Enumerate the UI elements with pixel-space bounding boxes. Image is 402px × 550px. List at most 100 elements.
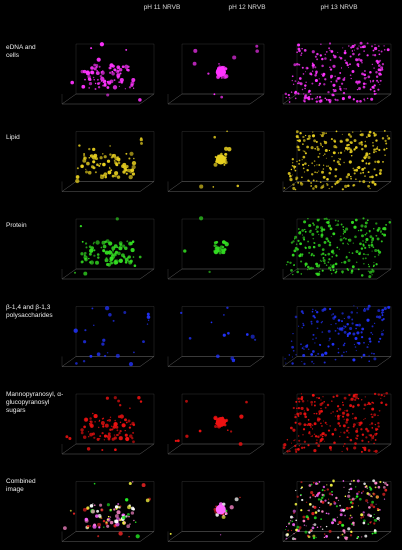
signal-dot xyxy=(330,264,332,266)
signal-dot xyxy=(283,187,286,189)
signal-dot xyxy=(294,444,297,448)
signal-dot xyxy=(82,359,86,363)
signal-dot xyxy=(316,320,319,323)
signal-dot xyxy=(345,255,348,258)
signal-dot xyxy=(80,252,84,256)
signal-dot xyxy=(362,353,366,357)
signal-dot xyxy=(288,522,290,525)
signal-dot xyxy=(146,312,150,316)
signal-dot xyxy=(326,488,329,491)
signal-dot xyxy=(370,352,373,355)
signal-dot xyxy=(352,358,356,362)
signal-dot xyxy=(226,429,229,432)
signal-dot xyxy=(94,421,96,423)
signal-dot xyxy=(169,532,172,535)
signal-dot xyxy=(303,410,305,412)
signal-dot xyxy=(342,344,345,347)
signal-dot xyxy=(96,352,101,357)
signal-dot xyxy=(93,414,98,419)
volume-outline xyxy=(181,43,265,95)
signal-dot xyxy=(364,221,368,225)
signal-dot xyxy=(218,63,220,65)
signal-dot xyxy=(120,81,123,84)
signal-dot xyxy=(128,174,133,180)
signal-dot xyxy=(362,257,365,260)
signal-dot xyxy=(125,498,129,502)
signal-dot xyxy=(373,134,376,137)
signal-dot xyxy=(373,84,376,87)
signal-dot xyxy=(336,327,339,329)
signal-dot xyxy=(338,85,341,88)
signal-dot xyxy=(299,181,302,184)
signal-dot xyxy=(106,518,109,521)
signal-dot xyxy=(302,155,306,159)
signal-dot xyxy=(109,71,112,74)
signal-dot xyxy=(345,88,347,90)
signal-dot xyxy=(372,479,376,483)
signal-dot xyxy=(382,486,386,489)
signal-dot xyxy=(300,397,304,401)
signal-dot xyxy=(293,516,295,518)
signal-dot xyxy=(365,427,368,431)
signal-dot xyxy=(106,434,112,439)
signal-dot xyxy=(368,402,371,406)
signal-dot xyxy=(304,134,307,137)
signal-dot xyxy=(363,85,365,87)
signal-dot xyxy=(354,218,358,222)
signal-dot xyxy=(132,481,134,483)
signal-dot xyxy=(366,429,370,433)
signal-dot xyxy=(325,264,328,266)
signal-dot xyxy=(353,172,356,175)
signal-dot xyxy=(351,516,353,519)
signal-dot xyxy=(367,263,370,266)
signal-dot xyxy=(363,519,366,523)
signal-dot xyxy=(84,329,87,332)
signal-dot xyxy=(374,486,377,489)
volume-outline xyxy=(167,356,265,367)
signal-dot xyxy=(115,507,118,510)
signal-dot xyxy=(126,512,130,516)
signal-dot xyxy=(307,423,310,425)
signal-dot xyxy=(367,155,371,160)
signal-dot xyxy=(330,50,334,53)
signal-dot xyxy=(319,142,322,145)
signal-dot xyxy=(355,58,358,62)
signal-dot xyxy=(245,333,249,336)
signal-dot xyxy=(320,229,324,233)
signal-dot xyxy=(302,150,304,152)
signal-dot xyxy=(295,93,297,95)
signal-dot xyxy=(138,98,142,102)
signal-dot xyxy=(92,147,96,152)
signal-dot xyxy=(349,482,352,486)
signal-dot xyxy=(97,256,100,259)
signal-dot xyxy=(293,165,297,169)
signal-dot xyxy=(320,235,322,237)
signal-dot xyxy=(306,137,309,141)
signal-dot xyxy=(75,178,80,184)
signal-dot xyxy=(199,184,204,189)
signal-dot xyxy=(380,50,383,53)
signal-dot xyxy=(96,437,100,441)
signal-dot xyxy=(113,68,117,72)
signal-dot xyxy=(327,429,331,432)
signal-dot xyxy=(301,88,304,91)
signal-dot xyxy=(305,501,308,503)
signal-dot xyxy=(344,49,347,52)
signal-dot xyxy=(112,85,118,90)
signal-dot xyxy=(227,331,230,335)
signal-dot xyxy=(331,493,334,496)
signal-dot xyxy=(100,76,105,82)
signal-dot xyxy=(375,263,378,266)
signal-dot xyxy=(329,66,331,69)
signal-dot xyxy=(351,70,355,73)
signal-dot xyxy=(363,50,365,52)
signal-dot xyxy=(298,435,300,437)
signal-dot xyxy=(334,75,336,77)
signal-dot xyxy=(292,273,294,276)
signal-dot xyxy=(320,73,323,75)
signal-dot xyxy=(324,433,327,437)
signal-dot xyxy=(330,447,332,449)
signal-dot xyxy=(343,230,347,234)
signal-dot xyxy=(296,412,300,416)
signal-dot xyxy=(334,262,338,266)
